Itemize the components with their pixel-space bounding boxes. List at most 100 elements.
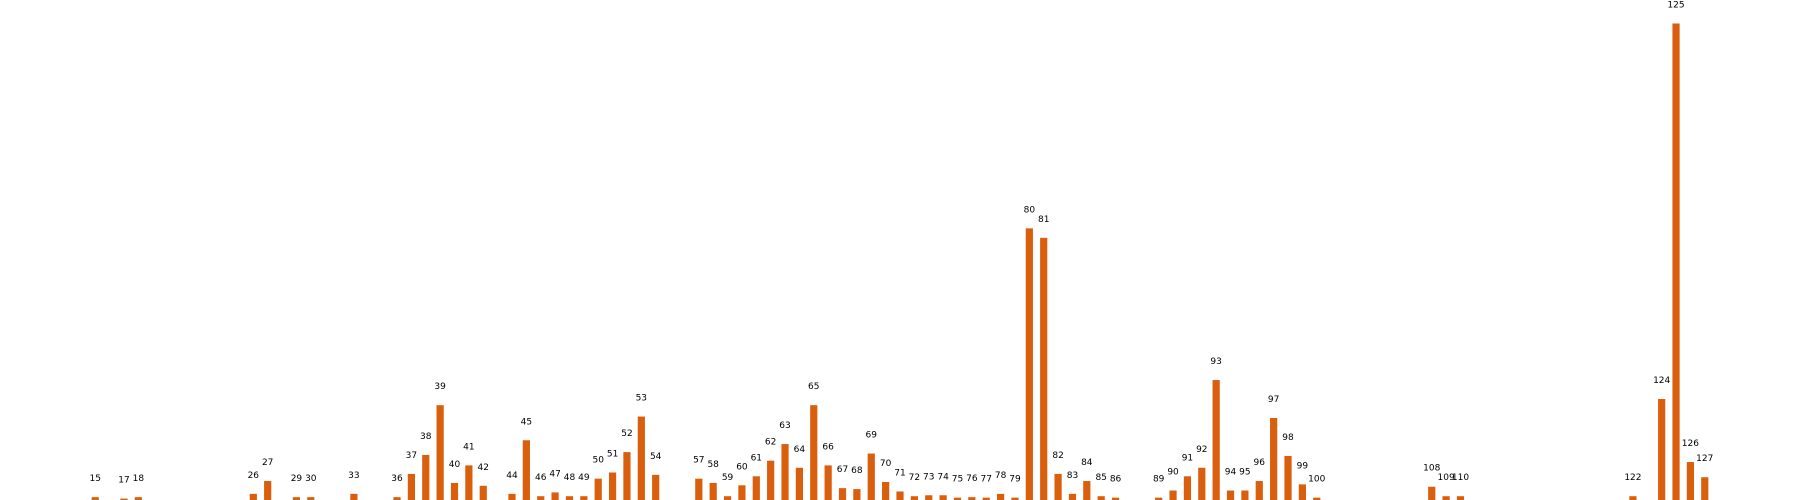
- bar-39: [436, 405, 444, 500]
- bar-109: [1442, 496, 1450, 500]
- bar-label-38: 38: [420, 432, 432, 442]
- bars-group: [91, 23, 1709, 500]
- bar-89: [1155, 497, 1163, 500]
- bar-91: [1183, 476, 1192, 500]
- bar-label-127: 127: [1696, 454, 1713, 464]
- bar-97: [1270, 417, 1278, 500]
- bar-49: [580, 496, 588, 500]
- bar-label-91: 91: [1182, 453, 1193, 463]
- bar-label-52: 52: [621, 429, 632, 439]
- bar-label-69: 69: [866, 431, 878, 441]
- bar-label-39: 39: [434, 382, 446, 392]
- bar-95: [1241, 490, 1249, 500]
- bar-46: [537, 496, 545, 500]
- bar-label-18: 18: [133, 474, 145, 484]
- bar-30: [307, 497, 315, 500]
- bar-label-71: 71: [894, 468, 905, 478]
- bar-label-122: 122: [1624, 473, 1641, 483]
- bar-86: [1111, 497, 1120, 500]
- bar-label-48: 48: [564, 473, 576, 483]
- bar-68: [853, 489, 861, 500]
- bar-label-72: 72: [909, 473, 920, 483]
- bar-label-47: 47: [549, 469, 560, 479]
- bar-label-96: 96: [1254, 458, 1266, 468]
- bar-label-67: 67: [837, 465, 848, 475]
- bar-57: [695, 478, 703, 500]
- bar-45: [522, 440, 530, 500]
- bar-label-29: 29: [291, 474, 303, 484]
- bar-label-86: 86: [1110, 475, 1122, 485]
- bar-67: [838, 488, 847, 500]
- bar-36: [393, 497, 401, 500]
- bar-64: [795, 467, 803, 500]
- bar-label-125: 125: [1667, 1, 1684, 11]
- bar-110: [1456, 496, 1465, 500]
- bar-33: [350, 493, 358, 500]
- bar-15: [91, 497, 99, 500]
- bar-label-59: 59: [722, 473, 734, 483]
- bar-label-75: 75: [952, 475, 963, 485]
- bar-124: [1658, 399, 1666, 500]
- bar-label-44: 44: [506, 471, 518, 481]
- bar-label-98: 98: [1282, 433, 1294, 443]
- bar-93: [1212, 380, 1220, 500]
- bar-72: [910, 496, 918, 500]
- bar-label-77: 77: [981, 475, 992, 485]
- bar-label-54: 54: [650, 452, 662, 462]
- bar-100: [1313, 497, 1321, 500]
- bar-label-17: 17: [118, 476, 129, 486]
- bar-59: [723, 496, 732, 500]
- bar-53: [637, 416, 645, 500]
- bar-62: [767, 460, 775, 500]
- bar-41: [465, 465, 473, 500]
- bar-label-65: 65: [808, 382, 819, 392]
- bar-label-99: 99: [1297, 461, 1309, 471]
- bar-54: [652, 474, 660, 500]
- bar-26: [249, 493, 257, 500]
- bar-label-100: 100: [1308, 475, 1325, 485]
- bar-label-90: 90: [1167, 468, 1179, 478]
- bar-63: [781, 444, 789, 500]
- bar-108: [1428, 486, 1436, 500]
- bar-label-92: 92: [1196, 445, 1207, 455]
- bar-66: [824, 465, 832, 500]
- bar-label-61: 61: [751, 453, 762, 463]
- bar-label-49: 49: [578, 473, 590, 483]
- bar-78: [997, 493, 1005, 500]
- bar-92: [1198, 467, 1206, 500]
- bar-70: [882, 481, 890, 500]
- bar-label-74: 74: [937, 472, 949, 482]
- bar-47: [551, 492, 559, 500]
- bar-38: [422, 454, 430, 500]
- bar-label-108: 108: [1423, 464, 1440, 474]
- bar-71: [896, 491, 904, 500]
- bar-label-46: 46: [535, 473, 547, 483]
- bar-label-93: 93: [1210, 357, 1221, 367]
- bar-label-26: 26: [248, 471, 260, 481]
- bar-label-109: 109: [1438, 473, 1455, 483]
- bar-label-85: 85: [1095, 473, 1106, 483]
- bar-label-68: 68: [851, 466, 863, 476]
- bar-label-70: 70: [880, 459, 892, 469]
- bar-label-42: 42: [478, 463, 489, 473]
- bar-40: [450, 482, 459, 500]
- bar-label-89: 89: [1153, 475, 1165, 485]
- bar-label-84: 84: [1081, 458, 1093, 468]
- bar-label-50: 50: [592, 456, 604, 466]
- bar-60: [738, 485, 746, 500]
- bar-label-82: 82: [1052, 451, 1063, 461]
- bar-127: [1701, 477, 1709, 500]
- bar-126: [1686, 462, 1694, 500]
- bar-58: [709, 482, 717, 500]
- bar-label-66: 66: [822, 442, 834, 452]
- bar-label-79: 79: [1009, 475, 1021, 485]
- bar-label-36: 36: [391, 474, 403, 484]
- bar-18: [134, 497, 142, 500]
- bar-17: [120, 498, 128, 500]
- bar-81: [1040, 237, 1048, 500]
- bar-label-73: 73: [923, 472, 934, 482]
- bar-79: [1011, 497, 1019, 500]
- bar-label-62: 62: [765, 438, 776, 448]
